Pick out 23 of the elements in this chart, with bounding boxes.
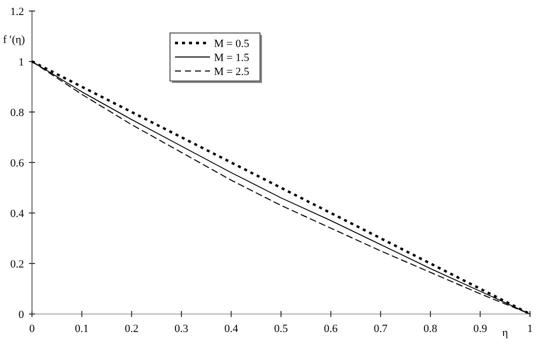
x-tick-label: 0.6 xyxy=(324,323,338,335)
y-tick-label: 1 xyxy=(18,56,24,68)
y-tick-label: 0.4 xyxy=(10,208,24,220)
legend-label: M = 1.5 xyxy=(214,52,250,64)
x-tick-label: 0.8 xyxy=(424,323,438,335)
y-tick-label: 1.2 xyxy=(10,6,24,18)
x-tick-label: 0.5 xyxy=(274,323,288,335)
y-tick-label: 0 xyxy=(18,309,24,321)
x-tick-label: 0.4 xyxy=(224,323,239,335)
x-tick-label: 0 xyxy=(29,323,36,335)
x-tick-label: 0.9 xyxy=(473,323,488,335)
legend-label: M = 0.5 xyxy=(214,38,250,50)
x-tick-label: 1 xyxy=(527,323,533,335)
x-tick-label: 0.3 xyxy=(174,323,189,335)
x-tick-label: 0.7 xyxy=(374,323,388,335)
legend-label: M = 2.5 xyxy=(214,66,250,78)
y-tick-label: 0.6 xyxy=(10,158,24,170)
x-axis-title: η xyxy=(502,327,508,339)
y-axis-title: f ′(η) xyxy=(3,34,26,46)
y-tick-label: 0.2 xyxy=(10,258,24,270)
x-tick-label: 0.2 xyxy=(124,323,138,335)
x-tick-label: 0.1 xyxy=(74,323,89,335)
y-tick-label: 0.8 xyxy=(10,107,24,119)
